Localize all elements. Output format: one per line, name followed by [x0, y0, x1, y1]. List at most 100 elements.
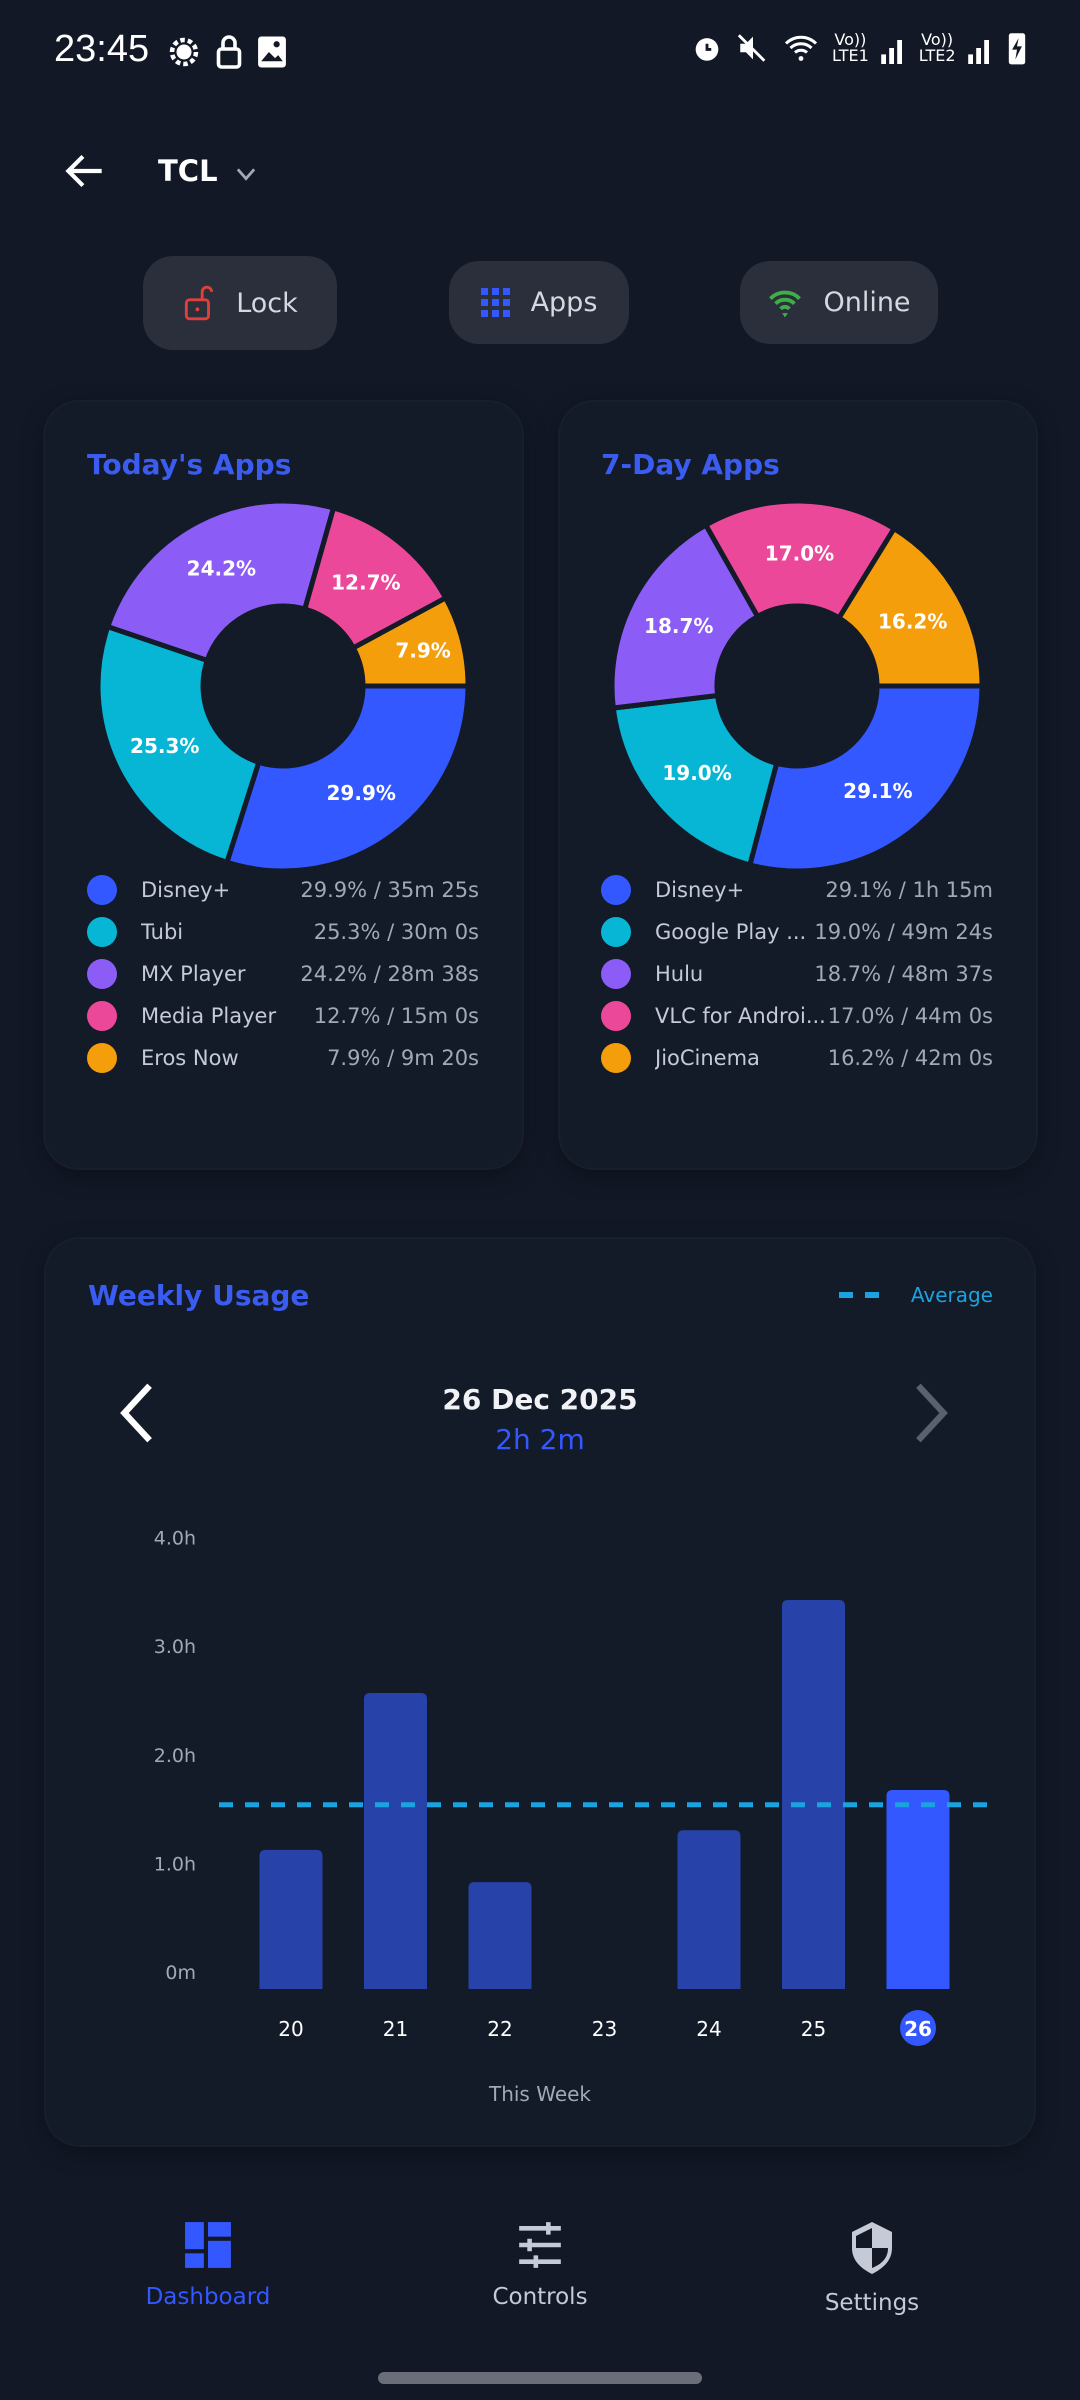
y-tick-label: 3.0h — [154, 1636, 196, 1658]
previous-day-button[interactable] — [116, 1381, 158, 1445]
legend-app-name: Tubi — [141, 920, 184, 944]
x-tick-label[interactable]: 24 — [696, 2017, 721, 2041]
legend-dot — [87, 959, 117, 989]
sliders-icon — [519, 2222, 561, 2268]
legend-value: 24.2% / 28m 38s — [300, 962, 479, 986]
legend-dot — [601, 959, 631, 989]
legend-value: 29.1% / 1h 15m — [825, 878, 993, 902]
bar-22[interactable] — [468, 1882, 532, 1989]
x-tick-label[interactable]: 22 — [487, 2017, 512, 2041]
average-legend-label: Average — [910, 1283, 993, 1307]
device-title[interactable]: TCL — [158, 154, 218, 188]
legend-dot — [87, 875, 117, 905]
shield-icon — [852, 2222, 892, 2274]
home-indicator[interactable] — [378, 2372, 702, 2384]
week-donut-chart: 29.1% 19.0% 18.7% 17.0% 16.2% — [609, 498, 985, 874]
grid-icon — [480, 287, 510, 317]
donut-slice — [702, 498, 898, 622]
legend-dot — [601, 917, 631, 947]
gear-icon — [169, 37, 199, 67]
slice-label: 12.7% — [331, 571, 400, 595]
x-tick-label[interactable]: 25 — [801, 2017, 826, 2041]
donut-slice — [746, 683, 985, 874]
selected-total: 2h 2m — [495, 1423, 585, 1456]
y-tick-label: 2.0h — [154, 1745, 196, 1767]
legend-value: 12.7% / 15m 0s — [313, 1004, 479, 1028]
legend-value: 19.0% / 49m 24s — [814, 920, 993, 944]
donut-slice — [301, 504, 450, 652]
lock-button[interactable]: Lock — [143, 256, 337, 350]
online-label: Online — [823, 287, 911, 318]
y-tick-label: 4.0h — [154, 1528, 196, 1550]
legend-app-name: Disney+ — [655, 878, 745, 902]
legend-dot — [87, 1043, 117, 1073]
x-tick-label[interactable]: 21 — [383, 2017, 408, 2041]
nav-controls[interactable]: Controls — [420, 2220, 660, 2310]
signal-lte1-icon: Vo)) LTE1 — [832, 30, 869, 65]
wifi-icon — [769, 290, 802, 318]
image-icon — [258, 36, 286, 68]
status-time: 23:45 — [54, 28, 150, 70]
y-tick-label: 0m — [165, 1962, 196, 1984]
unlock-icon — [185, 285, 214, 321]
slice-label: 29.1% — [843, 779, 912, 803]
legend-item: Google Play ... 19.0% / 49m 24s — [601, 912, 993, 952]
legend-dot — [601, 1043, 631, 1073]
x-tick-label[interactable]: 20 — [278, 2017, 303, 2041]
bar-25[interactable] — [782, 1599, 845, 1989]
donut-slice — [95, 623, 262, 866]
x-tick-label[interactable]: 26 — [904, 2017, 932, 2041]
dashboard-icon — [185, 2222, 231, 2268]
slice-label: 25.3% — [130, 734, 199, 758]
nav-settings[interactable]: Settings — [752, 2220, 992, 2316]
legend-value: 17.0% / 44m 0s — [827, 1004, 993, 1028]
apps-button[interactable]: Apps — [449, 261, 629, 344]
status-left-icons — [166, 34, 288, 70]
x-tick-label[interactable]: 23 — [592, 2017, 617, 2041]
legend-item: JioCinema 16.2% / 42m 0s — [601, 1038, 993, 1078]
legend-value: 16.2% / 42m 0s — [827, 1046, 993, 1070]
selected-date: 26 Dec 2025 — [442, 1383, 638, 1416]
slice-label: 24.2% — [187, 557, 256, 581]
signal-bars-icon — [967, 40, 989, 64]
next-day-button[interactable] — [910, 1381, 952, 1445]
nav-dashboard[interactable]: Dashboard — [88, 2220, 328, 2310]
legend-value: 7.9% / 9m 20s — [327, 1046, 479, 1070]
legend-value: 29.9% / 35m 25s — [300, 878, 479, 902]
online-button[interactable]: Online — [740, 261, 938, 344]
legend-value: 25.3% / 30m 0s — [313, 920, 479, 944]
card-title: Weekly Usage — [88, 1279, 310, 1312]
donut-slice — [223, 683, 471, 874]
legend-item: Disney+ 29.1% / 1h 15m — [601, 870, 993, 910]
legend-item: Media Player 12.7% / 15m 0s — [87, 996, 479, 1036]
legend-dot — [87, 917, 117, 947]
legend-item: Disney+ 29.9% / 35m 25s — [87, 870, 479, 910]
chevron-down-icon[interactable] — [232, 160, 260, 188]
donut-slice — [610, 692, 780, 868]
wifi-icon — [784, 35, 818, 61]
card-title: 7-Day Apps — [601, 448, 780, 481]
slice-label: 29.9% — [327, 781, 396, 805]
legend-app-name: Google Play ... — [655, 920, 807, 944]
selected-day-marker — [900, 2010, 936, 2046]
legend-item: MX Player 24.2% / 28m 38s — [87, 954, 479, 994]
legend-dot — [601, 1001, 631, 1031]
legend-app-name: MX Player — [141, 962, 246, 986]
back-arrow-icon[interactable] — [60, 146, 110, 196]
slice-label: 19.0% — [662, 761, 731, 785]
bar-21[interactable] — [364, 1693, 427, 1989]
bar-24[interactable] — [677, 1830, 741, 1989]
bar-26[interactable] — [886, 1790, 950, 1989]
legend-app-name: Eros Now — [141, 1046, 239, 1070]
signal-bars-icon — [880, 40, 902, 64]
donut-slice — [835, 525, 985, 689]
legend-app-name: Disney+ — [141, 878, 231, 902]
legend-dot — [87, 1001, 117, 1031]
status-right-icons: Vo)) LTE1 Vo)) LTE2 — [690, 30, 1028, 66]
todays-apps-card: Today's Apps 29.9% 25.3% 24.2% 12.7% 7.9% Di… — [45, 402, 522, 1168]
legend-item: VLC for Androi... 17.0% / 44m 0s — [601, 996, 993, 1036]
card-title: Today's Apps — [87, 448, 292, 481]
nav-label: Controls — [492, 2284, 588, 2310]
bar-20[interactable] — [259, 1849, 323, 1989]
legend-dot — [601, 875, 631, 905]
